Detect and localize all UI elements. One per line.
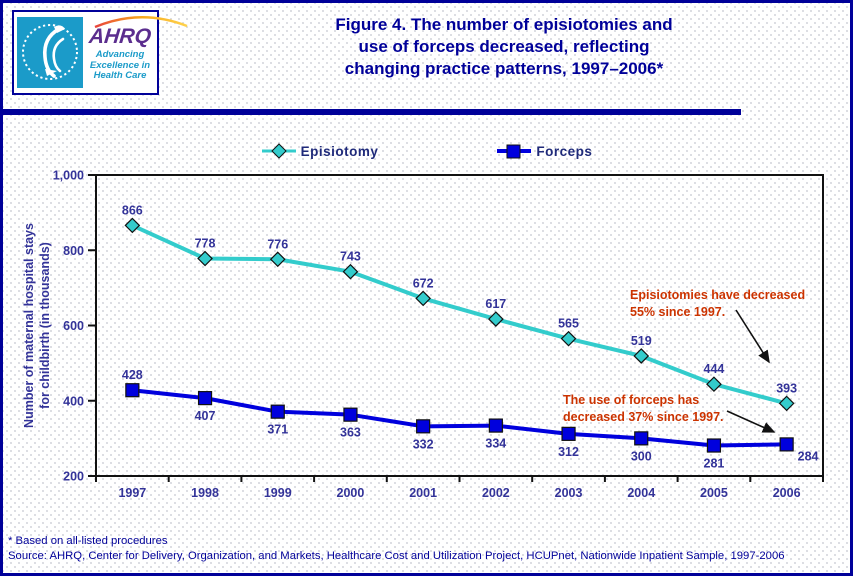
forceps-point <box>561 426 576 441</box>
annotation-arrow <box>735 309 770 364</box>
y-tick-label: 800 <box>63 244 84 258</box>
data-label: 334 <box>485 437 506 451</box>
data-label: 565 <box>558 317 579 331</box>
data-label: 363 <box>340 426 361 440</box>
annotation-episiotomy: Episiotomies have decreased 55% since 19… <box>630 288 806 319</box>
ahrq-logo: AHRQ Advancing Excellence in Health Care <box>83 12 188 93</box>
episiotomy-point <box>124 217 141 234</box>
forceps-point <box>416 419 431 434</box>
figure-title: Figure 4. The number of episiotomies and… <box>183 14 825 80</box>
data-label: 866 <box>122 203 143 217</box>
data-label: 776 <box>267 237 288 251</box>
y-axis-title: for childbirth (in thousands) <box>38 242 52 409</box>
data-label: 393 <box>776 381 797 395</box>
figure-title-line: use of forceps decreased, reflecting <box>358 37 650 56</box>
data-label: 519 <box>631 334 652 348</box>
y-tick-label: 1,000 <box>53 169 84 183</box>
data-label: 617 <box>485 297 506 311</box>
ahrq-hhs-logo: AHRQ Advancing Excellence in Health Care <box>12 10 188 95</box>
data-label: 332 <box>413 437 434 451</box>
annotation-arrow <box>726 410 776 433</box>
x-tick-label: 2006 <box>773 486 801 500</box>
line-chart: 200 400 600 800 1,000 1997 1998 1999 2000 2001 200… <box>22 169 824 500</box>
legend-item-episiotomy: Episiotomy <box>261 143 379 159</box>
data-label: 407 <box>195 409 216 423</box>
x-tick-label: 2003 <box>555 486 583 500</box>
episiotomy-point <box>633 348 650 364</box>
x-tick-label: 1997 <box>118 486 146 500</box>
annotation-forceps: The use of forceps has decreased 37% sin… <box>563 393 724 424</box>
x-tick-label: 2000 <box>337 486 365 500</box>
y-axis-title: Number of maternal hospital stays <box>22 223 36 428</box>
x-tick-label: 1998 <box>191 486 219 500</box>
header-divider <box>3 109 741 115</box>
source-line: Source: AHRQ, Center for Delivery, Organ… <box>8 550 785 562</box>
forceps-point <box>197 391 213 406</box>
chart-legend: Episiotomy Forceps <box>3 140 850 162</box>
rainbow-arc-icon <box>94 16 188 28</box>
data-label: 284 <box>798 449 819 463</box>
forceps-point <box>343 407 358 422</box>
y-tick-label: 400 <box>63 394 84 408</box>
plot-border <box>95 174 824 477</box>
episiotomy-line <box>131 223 788 406</box>
data-label: 672 <box>413 276 434 290</box>
episiotomy-marker-icon <box>261 143 296 159</box>
x-tick-label: 2001 <box>409 486 437 500</box>
legend-label-forceps: Forceps <box>536 143 593 159</box>
data-label: 428 <box>122 368 143 382</box>
forceps-point <box>634 431 649 446</box>
data-label: 281 <box>704 457 725 471</box>
y-tick-label: 200 <box>63 470 84 484</box>
forceps-marker-icon <box>497 144 532 159</box>
forceps-point <box>706 438 722 453</box>
footnote-asterisk: * Based on all-listed procedures <box>8 535 168 547</box>
figure-title-line: Figure 4. The number of episiotomies and <box>335 15 673 34</box>
episiotomy-point <box>269 251 286 268</box>
data-label: 300 <box>631 449 652 463</box>
legend-item-forceps: Forceps <box>496 143 592 159</box>
hhs-eagle-icon <box>17 17 83 88</box>
episiotomy-point <box>488 311 504 327</box>
forceps-point <box>270 404 285 419</box>
forceps-point <box>125 383 140 398</box>
ahrq-tagline: Advancing Excellence in Health Care <box>89 49 151 81</box>
episiotomy-point <box>342 263 359 280</box>
legend-label-episiotomy: Episiotomy <box>300 143 379 159</box>
episiotomy-point <box>197 250 213 267</box>
data-label: 743 <box>340 250 361 264</box>
episiotomy-point <box>560 330 577 347</box>
forceps-point <box>779 437 794 452</box>
figure-title-line: changing practice patterns, 1997–2006* <box>344 59 664 78</box>
episiotomy-point <box>778 395 795 412</box>
x-tick-label: 1999 <box>264 486 292 500</box>
data-label: 371 <box>267 423 288 437</box>
x-tick-label: 2004 <box>627 486 655 500</box>
footnotes: * Based on all-listed procedures Source:… <box>8 534 785 564</box>
data-label: 444 <box>704 362 725 376</box>
data-label: 778 <box>195 237 216 251</box>
forceps-point <box>488 418 503 433</box>
forceps-line <box>132 388 787 448</box>
y-tick-label: 600 <box>63 319 84 333</box>
data-label: 312 <box>558 445 579 459</box>
x-tick-label: 2002 <box>482 486 510 500</box>
episiotomy-point <box>706 376 722 393</box>
episiotomy-point <box>415 290 431 307</box>
x-tick-label: 2005 <box>700 486 728 500</box>
